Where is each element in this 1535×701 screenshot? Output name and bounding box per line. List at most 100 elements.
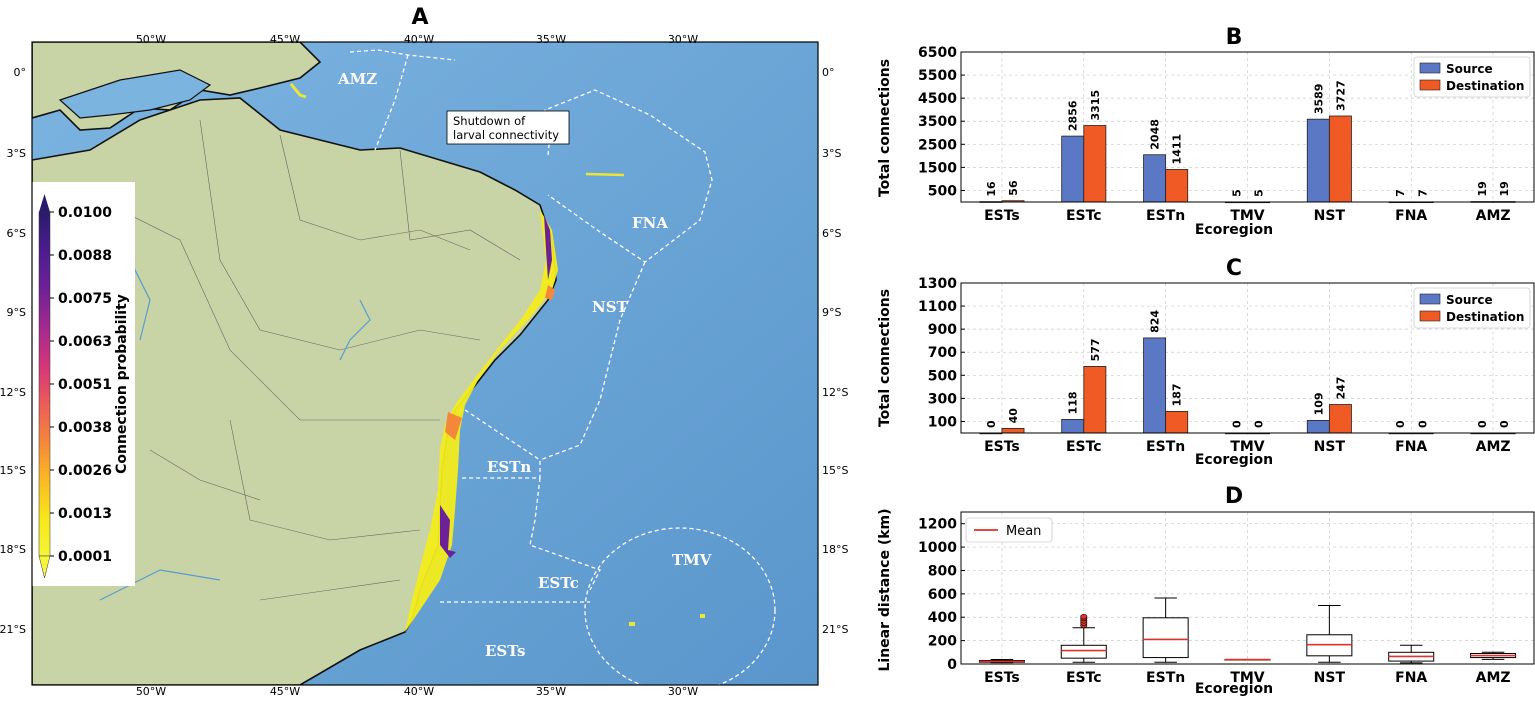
bar-source [1143, 154, 1167, 203]
xtick-label: TMV [1230, 208, 1264, 224]
xtick-label: ESTc [1066, 439, 1102, 455]
colorbar-bottom-arrow [38, 555, 51, 579]
bar-source [1306, 420, 1330, 434]
ytick-label: 2500 [918, 137, 957, 153]
xtick-label: AMZ [1476, 439, 1511, 455]
ytick-label: 500 [928, 183, 957, 199]
region-label-nst: NST [592, 298, 629, 316]
bar-value-label: 0 [1253, 420, 1266, 428]
medium-probability-north [545, 285, 555, 300]
legend-box [1413, 56, 1531, 98]
panel-letter-b: B [1226, 25, 1243, 50]
lon-label-bottom: 40°W [404, 685, 434, 697]
legend-swatch [1419, 79, 1441, 91]
ytick-label: 1200 [918, 517, 957, 533]
xtick-label: FNA [1395, 439, 1427, 455]
xtick-label: TMV [1230, 439, 1264, 455]
ylabel-d: Linear distance (km) [877, 508, 893, 671]
chart-b-plot: 500 1500 2500 3500 4500 5500 6500 ESTs 16 56 ESTc 2… [918, 45, 1535, 224]
annotation-line1: Shutdown of [453, 114, 526, 128]
xtick-label: NST [1314, 208, 1346, 224]
panel-letter-d: D [1225, 484, 1243, 509]
region-label-ests: ESTs [485, 642, 526, 660]
legend-swatch [1419, 293, 1441, 305]
lat-label-left: 3°S [7, 147, 26, 160]
xtick-label: ESTn [1146, 670, 1185, 686]
xtick-label: NST [1314, 439, 1346, 455]
xtick-label: ESTn [1146, 208, 1185, 224]
lon-label-top: 30°W [668, 33, 698, 46]
bar-value-label: 824 [1149, 310, 1162, 333]
bar-value-label: 118 [1067, 391, 1080, 414]
xtick-label: TMV [1230, 670, 1264, 686]
ytick-label: 200 [928, 634, 957, 650]
lat-label-left: 18°S [0, 543, 26, 556]
xtick-label: ESTs [984, 208, 1020, 224]
legend-label: Mean [1006, 524, 1041, 539]
amz-connectivity-mark [289, 83, 307, 99]
ytick-label: 600 [928, 587, 957, 603]
xtick-label: ESTc [1066, 670, 1102, 686]
xtick-label: AMZ [1476, 670, 1511, 686]
colorbar-tick-label: 0.0088 [58, 248, 112, 264]
bar-value-label: 5 [1230, 189, 1243, 197]
ytick-label: 5500 [918, 68, 957, 84]
chart-c-plot: 100 300 500 700 900 1100 1300 ESTs 0 40 ESTc 118 577… [918, 276, 1535, 455]
ytick-label: 6500 [918, 45, 957, 61]
bar-value-label: 2048 [1149, 119, 1162, 150]
annotation-line2: larval connectivity [453, 128, 559, 142]
lon-label-bottom: 30°W [668, 685, 698, 697]
ylabel-b: Total connections [877, 59, 893, 197]
ytick-label: 1500 [918, 160, 957, 176]
box [1060, 644, 1107, 659]
legend-label: Source [1446, 293, 1493, 307]
lon-label-top: 40°W [404, 33, 434, 46]
xtick-label: ESTs [984, 670, 1020, 686]
annotation-box [446, 110, 570, 145]
plot-frame [960, 51, 1535, 203]
bar-value-label: 0 [1476, 420, 1489, 428]
region-label-tmv: TMV [672, 551, 712, 569]
map-panel-letter: A [411, 5, 428, 30]
bar-value-label: 7 [1416, 189, 1429, 197]
fna-connectivity-mark [585, 172, 625, 177]
region-label-amz: AMZ [337, 70, 377, 88]
lat-label-right: 9°S [822, 306, 841, 319]
high-probability-south [440, 505, 456, 558]
bar-value-label: 40 [1007, 408, 1020, 424]
panel-letter-c: C [1226, 256, 1242, 281]
xlabel-c: Ecoregion [1195, 452, 1273, 468]
box [1142, 617, 1189, 659]
bar-value-label: 3727 [1334, 80, 1347, 111]
bar-value-label: 0 [1394, 420, 1407, 428]
colorbar-tick-label: 0.0051 [58, 377, 112, 393]
colorbar-tick-label: 0.0001 [58, 549, 112, 565]
ytick-label: 1300 [918, 276, 957, 292]
colorbar-tick-label: 0.0063 [58, 334, 112, 350]
xlabel-d: Ecoregion [1195, 681, 1273, 697]
ytick-label: 400 [928, 610, 957, 626]
bar-value-label: 16 [985, 181, 998, 197]
map-frame [31, 41, 819, 686]
bar-value-label: 7 [1394, 189, 1407, 197]
ytick-label: 800 [928, 563, 957, 579]
lat-label-left: 0° [14, 66, 27, 79]
ytick-label: 100 [928, 414, 957, 430]
amazon-delta [58, 69, 212, 119]
bar-source [1061, 418, 1085, 434]
lon-label-bottom: 50°W [136, 685, 166, 697]
legend-label: Destination [1446, 310, 1524, 324]
lon-label-top: 35°W [536, 33, 566, 46]
lat-label-right: 0° [822, 66, 835, 79]
map-panel: A [0, 5, 848, 698]
xtick-label: ESTn [1146, 439, 1185, 455]
bar-destination [1083, 125, 1107, 203]
colorbar-label: Connection probability [114, 294, 130, 474]
colorbar-tick-label: 0.0038 [58, 420, 112, 436]
ytick-label: 500 [928, 368, 957, 384]
bar-value-label: 5 [1253, 189, 1266, 197]
ytick-label: 0 [947, 657, 957, 673]
bar-destination [1001, 427, 1025, 434]
region-label-estc: ESTc [538, 574, 579, 592]
region-label-fna: FNA [632, 214, 668, 232]
